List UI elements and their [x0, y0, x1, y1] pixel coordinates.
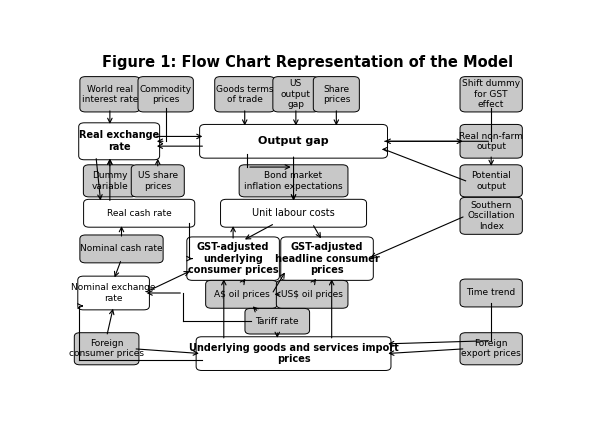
Text: Real non-farm
output: Real non-farm output	[459, 132, 523, 151]
FancyBboxPatch shape	[460, 125, 523, 158]
FancyBboxPatch shape	[80, 77, 140, 112]
FancyBboxPatch shape	[277, 280, 348, 308]
FancyBboxPatch shape	[221, 199, 367, 227]
FancyBboxPatch shape	[83, 199, 195, 227]
FancyBboxPatch shape	[79, 123, 160, 160]
FancyBboxPatch shape	[460, 77, 523, 112]
Text: US$ oil prices: US$ oil prices	[281, 290, 343, 299]
Text: Goods terms
of trade: Goods terms of trade	[216, 85, 274, 104]
FancyBboxPatch shape	[460, 333, 523, 365]
Text: GST-adjusted
underlying
consumer prices: GST-adjusted underlying consumer prices	[188, 242, 278, 275]
FancyBboxPatch shape	[273, 77, 319, 112]
FancyBboxPatch shape	[313, 77, 359, 112]
FancyBboxPatch shape	[460, 165, 523, 197]
FancyBboxPatch shape	[131, 165, 184, 197]
Text: Southern
Oscillation
Index: Southern Oscillation Index	[467, 201, 515, 231]
Text: Tariff rate: Tariff rate	[256, 317, 299, 326]
FancyBboxPatch shape	[74, 333, 139, 365]
FancyBboxPatch shape	[83, 165, 136, 197]
FancyBboxPatch shape	[138, 77, 193, 112]
Text: US share
prices: US share prices	[138, 171, 178, 191]
Text: Foreign
export prices: Foreign export prices	[461, 339, 521, 358]
Text: Real cash rate: Real cash rate	[107, 209, 172, 218]
Text: Shift dummy
for GST
effect: Shift dummy for GST effect	[462, 80, 520, 109]
Text: Figure 1: Flow Chart Representation of the Model: Figure 1: Flow Chart Representation of t…	[102, 55, 513, 70]
Text: Time trend: Time trend	[467, 288, 516, 298]
Text: Nominal exchange
rate: Nominal exchange rate	[71, 283, 156, 303]
FancyBboxPatch shape	[245, 309, 310, 334]
FancyBboxPatch shape	[460, 197, 523, 234]
Text: Nominal cash rate: Nominal cash rate	[80, 245, 163, 253]
Text: Dummy
variable: Dummy variable	[91, 171, 128, 191]
FancyBboxPatch shape	[206, 280, 277, 308]
Text: US
output
gap: US output gap	[281, 80, 311, 109]
Text: Foreign
consumer prices: Foreign consumer prices	[69, 339, 144, 358]
FancyBboxPatch shape	[460, 279, 523, 307]
Text: A$ oil prices: A$ oil prices	[214, 290, 269, 299]
FancyBboxPatch shape	[281, 237, 373, 280]
FancyBboxPatch shape	[78, 276, 149, 310]
Text: Share
prices: Share prices	[323, 85, 350, 104]
FancyBboxPatch shape	[187, 237, 280, 280]
Text: Output gap: Output gap	[258, 136, 329, 146]
FancyBboxPatch shape	[200, 125, 388, 158]
FancyBboxPatch shape	[196, 337, 391, 370]
Text: World real
interest rate: World real interest rate	[82, 85, 138, 104]
Text: Underlying goods and services import
prices: Underlying goods and services import pri…	[188, 343, 398, 365]
FancyBboxPatch shape	[215, 77, 275, 112]
Text: Commodity
prices: Commodity prices	[140, 85, 192, 104]
Text: Bond market
inflation expectations: Bond market inflation expectations	[244, 171, 343, 191]
Text: GST-adjusted
headline consumer
prices: GST-adjusted headline consumer prices	[275, 242, 379, 275]
Text: Real exchange
rate: Real exchange rate	[79, 131, 160, 152]
Text: Potential
output: Potential output	[471, 171, 511, 191]
FancyBboxPatch shape	[80, 235, 163, 263]
FancyBboxPatch shape	[239, 165, 348, 197]
Text: Unit labour costs: Unit labour costs	[252, 208, 335, 218]
